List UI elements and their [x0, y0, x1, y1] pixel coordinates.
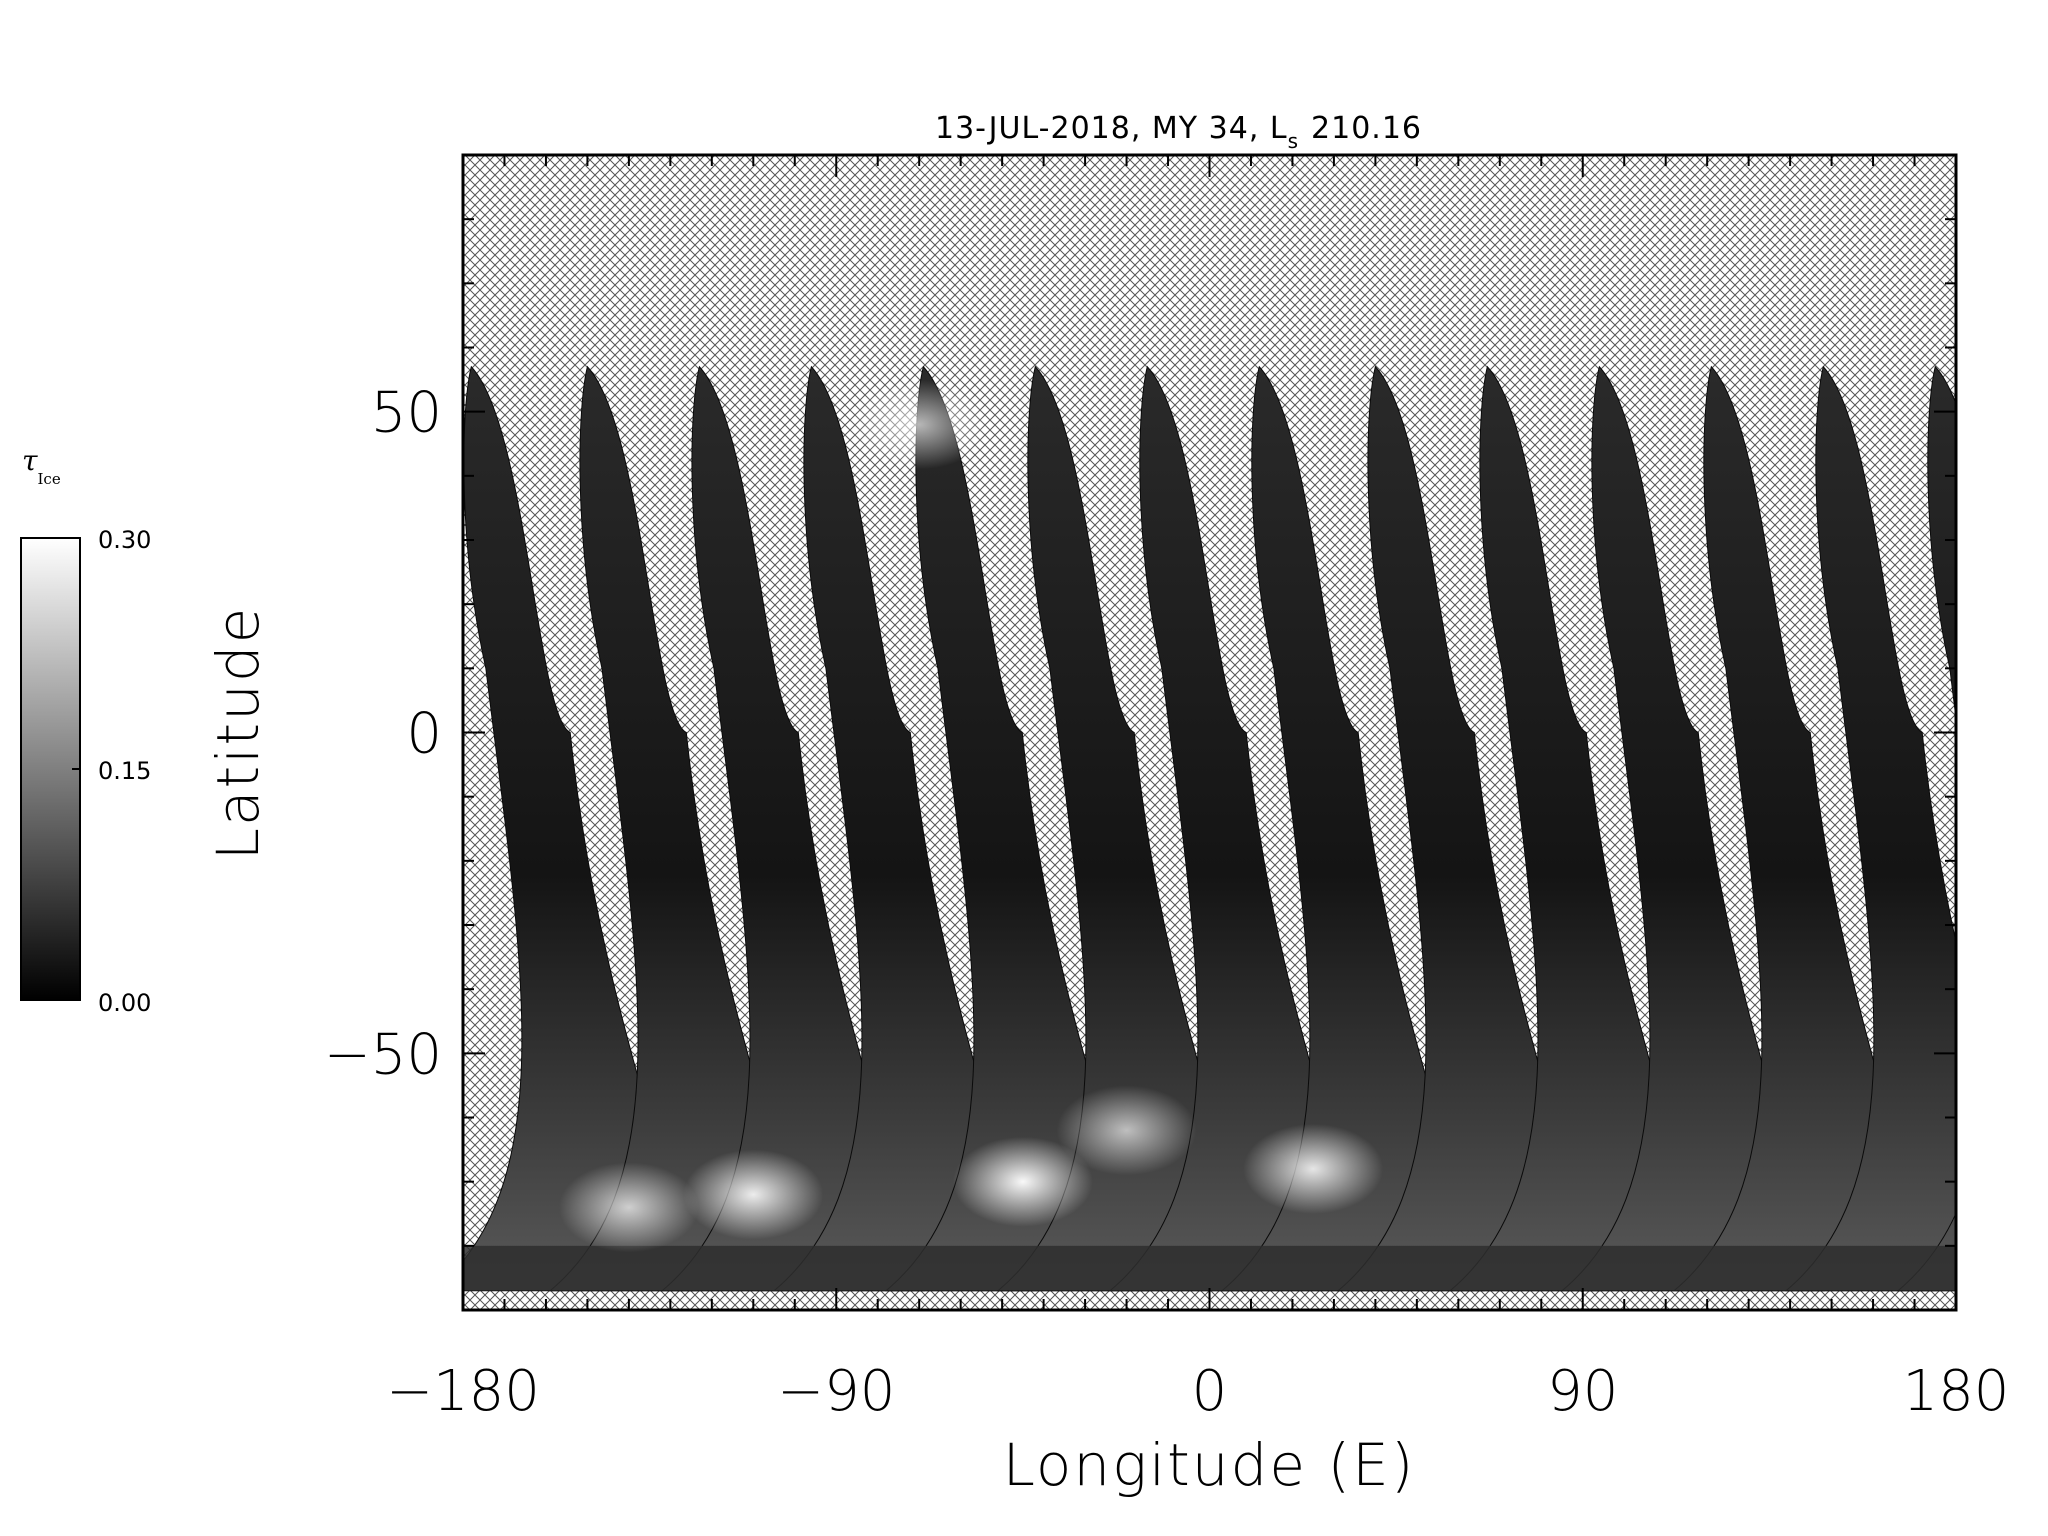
- colorbar: τIce 0.30 0.15 0.00: [20, 444, 151, 1017]
- colorbar-tick-max: 0.30: [98, 526, 151, 554]
- x-tick-label: 90: [1547, 1359, 1618, 1424]
- bright-ice-region: [1056, 1085, 1197, 1176]
- y-tick-label: 50: [371, 381, 442, 446]
- y-axis-label: Latitude: [204, 606, 272, 861]
- bright-ice-regions: [558, 379, 1384, 1253]
- x-tick-label: 0: [1192, 1359, 1228, 1424]
- y-tick-label: 0: [406, 702, 442, 767]
- colorbar-tick-mid: 0.15: [98, 757, 151, 785]
- bright-ice-region: [558, 1162, 699, 1253]
- colorbar-gradient: [20, 537, 81, 1001]
- bright-ice-region: [849, 379, 990, 470]
- bright-ice-region: [1243, 1123, 1384, 1214]
- bright-ice-region: [683, 1149, 824, 1240]
- orbit-swaths: [463, 365, 1956, 1292]
- map-plot-area: [461, 153, 1958, 1312]
- x-axis-label: Longitude (E): [1003, 1431, 1416, 1499]
- orbit-swath: [1784, 365, 1956, 1292]
- chart-title: 13-JUL-2018, MY 34, Ls 210.16: [935, 111, 1422, 153]
- x-tick-label: −180: [386, 1359, 540, 1424]
- y-tick-label: −50: [324, 1022, 442, 1087]
- x-tick-labels: −180 −90 0 90 180: [386, 1359, 2009, 1424]
- x-tick-label: −90: [777, 1359, 895, 1424]
- orbit-swath: [1896, 365, 1956, 1292]
- axis-ticks: [462, 154, 1957, 1311]
- bright-ice-region: [952, 1136, 1093, 1227]
- colorbar-title: τIce: [22, 444, 61, 488]
- southern-coverage-band: [463, 1245, 1956, 1291]
- y-tick-labels: −50 0 50: [324, 381, 442, 1088]
- colorbar-tick-min: 0.00: [98, 989, 151, 1017]
- x-tick-label: 180: [1903, 1359, 2010, 1424]
